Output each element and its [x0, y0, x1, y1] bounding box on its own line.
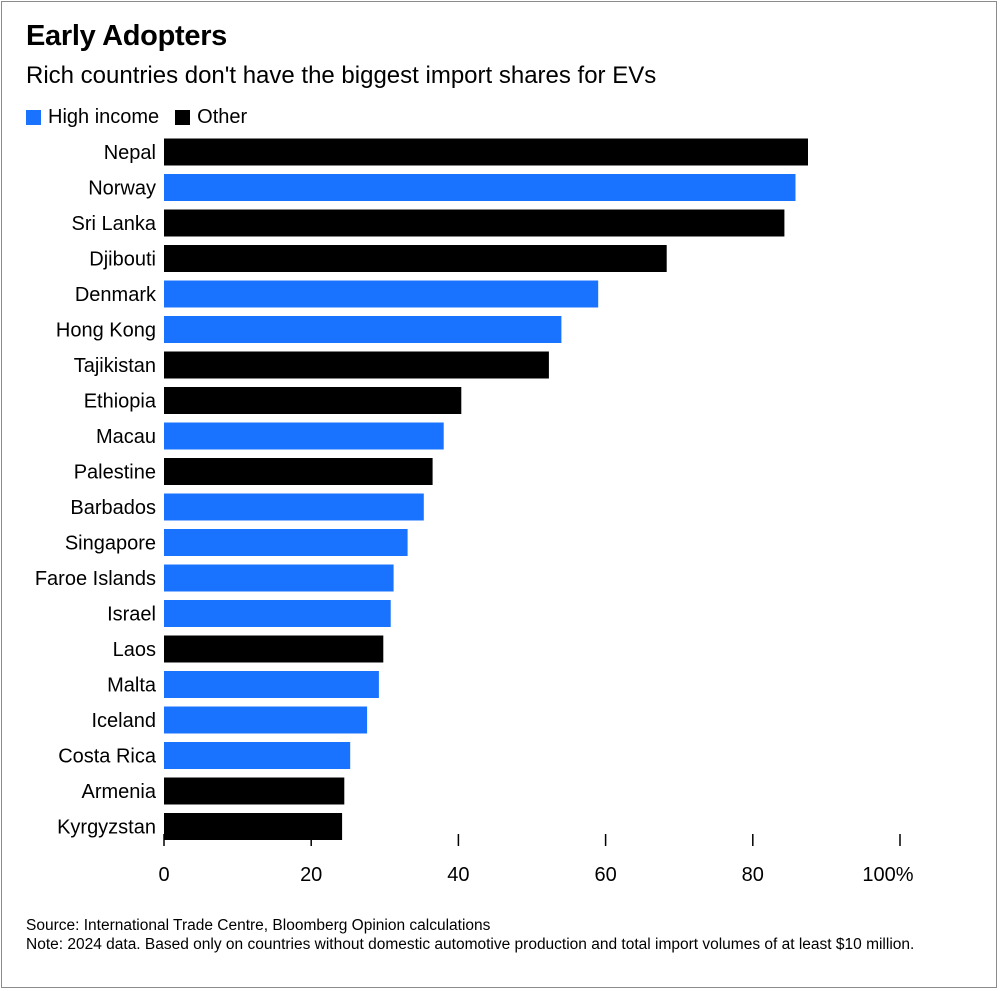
bar-macau: [164, 422, 444, 450]
category-label-armenia: Armenia: [82, 781, 157, 803]
bar-palestine: [164, 458, 433, 485]
category-label-laos: Laos: [113, 639, 156, 661]
bar-malta: [164, 671, 379, 698]
category-label-iceland: Iceland: [92, 710, 157, 732]
category-label-ethiopia: Ethiopia: [84, 391, 157, 413]
source-note: Source: International Trade Centre, Bloo…: [26, 917, 491, 934]
category-label-barbados: Barbados: [70, 497, 156, 519]
legend-swatch-high-income: [26, 110, 41, 125]
chart-title: Early Adopters: [26, 20, 228, 52]
bar-chart: Nepal Norway Sri Lanka Djibouti Denmark Hong …: [35, 138, 914, 886]
x-tick-label-80: 80: [742, 864, 764, 886]
category-label-djibouti: Djibouti: [89, 249, 156, 271]
x-tick-label-100: 100%: [862, 864, 913, 886]
category-label-nepal: Nepal: [104, 142, 156, 164]
bar-costa-rica: [164, 742, 351, 769]
x-tick-label-20: 20: [300, 864, 322, 886]
bar-djibouti: [164, 245, 667, 272]
bar-nepal: [164, 138, 808, 166]
bar-denmark: [164, 280, 599, 308]
bar-israel: [164, 600, 391, 627]
category-label-hong-kong: Hong Kong: [56, 320, 156, 342]
category-label-kyrgyzstan: Kyrgyzstan: [57, 817, 156, 839]
data-note: Note: 2024 data. Based only on countries…: [26, 936, 915, 953]
chart-footer: Source: International Trade Centre, Bloo…: [26, 916, 976, 954]
legend-label-high-income: High income: [48, 106, 160, 128]
x-tick-label-0: 0: [158, 864, 169, 886]
bar-barbados: [164, 493, 424, 521]
bar-tajikistan: [164, 351, 549, 379]
bar-singapore: [164, 529, 408, 556]
category-label-faroe-islands: Faroe Islands: [35, 568, 156, 590]
category-label-malta: Malta: [107, 675, 157, 697]
legend: High income Other: [26, 106, 263, 129]
category-label-palestine: Palestine: [74, 462, 156, 484]
chart-subtitle: Rich countries don't have the biggest im…: [26, 62, 657, 89]
category-label-costa-rica: Costa Rica: [58, 746, 157, 768]
category-label-singapore: Singapore: [65, 533, 156, 555]
category-label-norway: Norway: [88, 178, 156, 200]
legend-item-other: Other: [175, 106, 247, 129]
x-tick-label-60: 60: [594, 864, 616, 886]
category-label-sri-lanka: Sri Lanka: [72, 213, 157, 235]
bar-kyrgyzstan: [164, 813, 343, 840]
category-label-denmark: Denmark: [75, 284, 157, 306]
legend-label-other: Other: [197, 106, 248, 128]
legend-swatch-other: [175, 110, 191, 125]
category-label-israel: Israel: [107, 604, 156, 626]
bar-faroe-islands: [164, 564, 394, 592]
legend-item-high-income: High income: [26, 106, 159, 129]
category-label-macau: Macau: [96, 426, 156, 448]
bar-armenia: [164, 777, 345, 805]
bar-laos: [164, 635, 384, 663]
bar-norway: [164, 174, 796, 201]
x-tick-label-40: 40: [447, 864, 469, 886]
bar-ethiopia: [164, 387, 462, 414]
category-label-tajikistan: Tajikistan: [74, 355, 156, 377]
bar-sri-lanka: [164, 209, 785, 237]
bar-iceland: [164, 706, 368, 734]
bar-hong-kong: [164, 316, 562, 343]
